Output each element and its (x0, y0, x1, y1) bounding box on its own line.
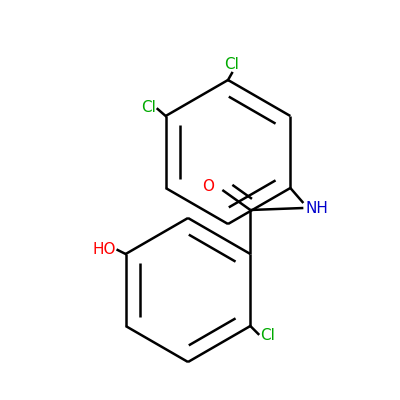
Text: NH: NH (305, 200, 328, 216)
Text: Cl: Cl (224, 57, 240, 72)
Text: Cl: Cl (260, 328, 275, 344)
Text: HO: HO (92, 242, 116, 258)
Text: Cl: Cl (141, 100, 156, 116)
Text: O: O (202, 178, 214, 194)
